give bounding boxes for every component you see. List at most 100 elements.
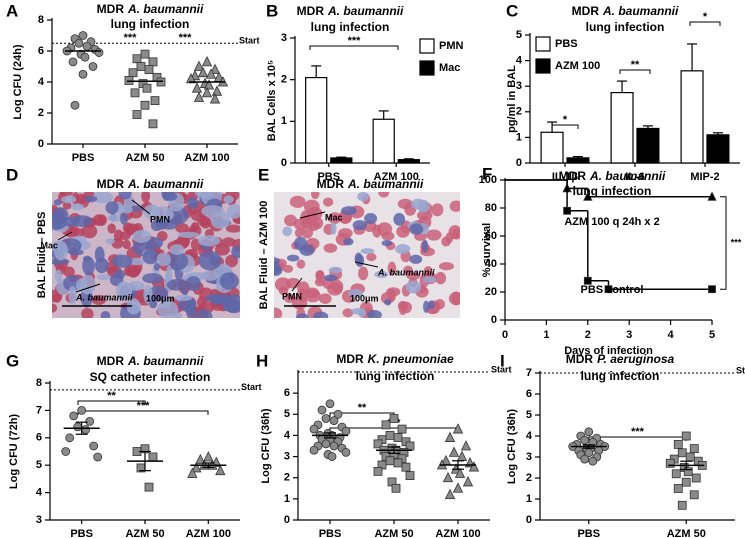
- cell: [395, 243, 411, 255]
- significance-label: *: [563, 114, 568, 126]
- point: [460, 440, 472, 451]
- cell: [278, 286, 289, 296]
- cell: [296, 288, 308, 302]
- cell: [282, 264, 294, 273]
- point: [321, 414, 331, 423]
- significance-label: ***: [124, 32, 138, 44]
- significance-label: ***: [731, 237, 742, 247]
- cell: [166, 251, 189, 271]
- point: [673, 484, 683, 493]
- cell: [169, 244, 185, 256]
- x-tick-label: PBS: [577, 528, 600, 538]
- point: [584, 448, 594, 458]
- panel-subtitle: lung infection: [581, 369, 660, 383]
- cell: [367, 310, 383, 318]
- cell: [219, 272, 239, 290]
- point: [580, 435, 590, 445]
- point: [191, 82, 203, 93]
- cell: [283, 293, 295, 303]
- title-organism: K. pneumoniae: [368, 352, 454, 366]
- title-organism: A. baumannii: [327, 4, 404, 18]
- arrow: [291, 277, 303, 292]
- cell: [174, 294, 193, 302]
- x-tick-label: 1: [543, 329, 549, 341]
- point: [132, 110, 142, 119]
- cell: [198, 250, 222, 271]
- y-tick-label: 40: [485, 258, 497, 270]
- arrow: [57, 231, 73, 241]
- point: [77, 405, 87, 415]
- arrow: [354, 261, 379, 268]
- panel-letter: B: [266, 1, 278, 20]
- point: [215, 464, 226, 476]
- point: [144, 65, 154, 74]
- point: [665, 458, 675, 468]
- cell: [119, 231, 131, 241]
- cell: [301, 225, 314, 239]
- point: [187, 467, 198, 478]
- legend-swatch: [419, 38, 435, 54]
- y-tick-label: 5: [36, 459, 42, 471]
- cell: [374, 270, 389, 279]
- y-tick-label: 1: [516, 131, 522, 143]
- point: [689, 490, 699, 500]
- point: [397, 424, 407, 434]
- reference-label: Start: [241, 382, 262, 392]
- point: [707, 191, 717, 201]
- panel-title: MDR A. baumannii: [297, 4, 404, 18]
- cell: [81, 308, 94, 318]
- y-axis-label: Log CFU (24h): [12, 44, 24, 119]
- significance-bracket: [720, 196, 727, 290]
- cell: [387, 261, 397, 276]
- cell: [410, 198, 427, 210]
- cell: [286, 254, 300, 262]
- arrow: [131, 199, 151, 215]
- y-tick-label: 3: [281, 32, 287, 44]
- cell: [100, 310, 111, 318]
- y-tick-label: 6: [526, 388, 532, 400]
- y-tick-label: 7: [526, 367, 532, 379]
- y-tick-label: 8: [36, 377, 42, 389]
- cell: [226, 203, 240, 219]
- cell: [194, 192, 214, 198]
- point: [89, 441, 99, 451]
- panel-letter: G: [6, 351, 19, 370]
- title-prefix: MDR: [317, 177, 345, 191]
- cell: [132, 230, 152, 243]
- cell: [328, 212, 342, 225]
- significance-label: ***: [137, 400, 151, 412]
- cell: [341, 206, 357, 216]
- y-axis-label: Log CFU (36h): [506, 409, 518, 484]
- point: [681, 477, 691, 487]
- cell: [323, 274, 338, 282]
- point: [393, 433, 403, 442]
- cell: [422, 276, 437, 283]
- legend-label: PMN: [439, 40, 464, 52]
- y-tick-label: 3: [284, 450, 290, 462]
- cell: [92, 192, 114, 204]
- panel-letter: F: [482, 164, 492, 183]
- y-axis-label: BAL Cells x 10⁵: [266, 60, 278, 141]
- panel-title: MDR A. baumannii: [97, 354, 204, 368]
- cell: [91, 295, 107, 306]
- y-tick-label: 100: [479, 174, 497, 186]
- cell: [181, 287, 189, 296]
- cell: [306, 206, 323, 221]
- arrow: [75, 283, 101, 293]
- cell: [165, 265, 173, 285]
- point: [65, 433, 75, 443]
- cell: [187, 197, 199, 209]
- x-tick-label: PBS: [317, 171, 340, 183]
- cell: [343, 237, 354, 246]
- cell: [423, 300, 430, 313]
- panel-subtitle: lung infection: [586, 20, 665, 34]
- bar: [372, 118, 395, 164]
- point: [205, 68, 217, 79]
- cell: [141, 192, 151, 203]
- cell: [352, 220, 368, 231]
- y-tick-label: 3: [526, 451, 532, 463]
- cell: [284, 214, 298, 227]
- cell: [115, 281, 133, 302]
- cell: [350, 308, 365, 315]
- point: [201, 55, 213, 67]
